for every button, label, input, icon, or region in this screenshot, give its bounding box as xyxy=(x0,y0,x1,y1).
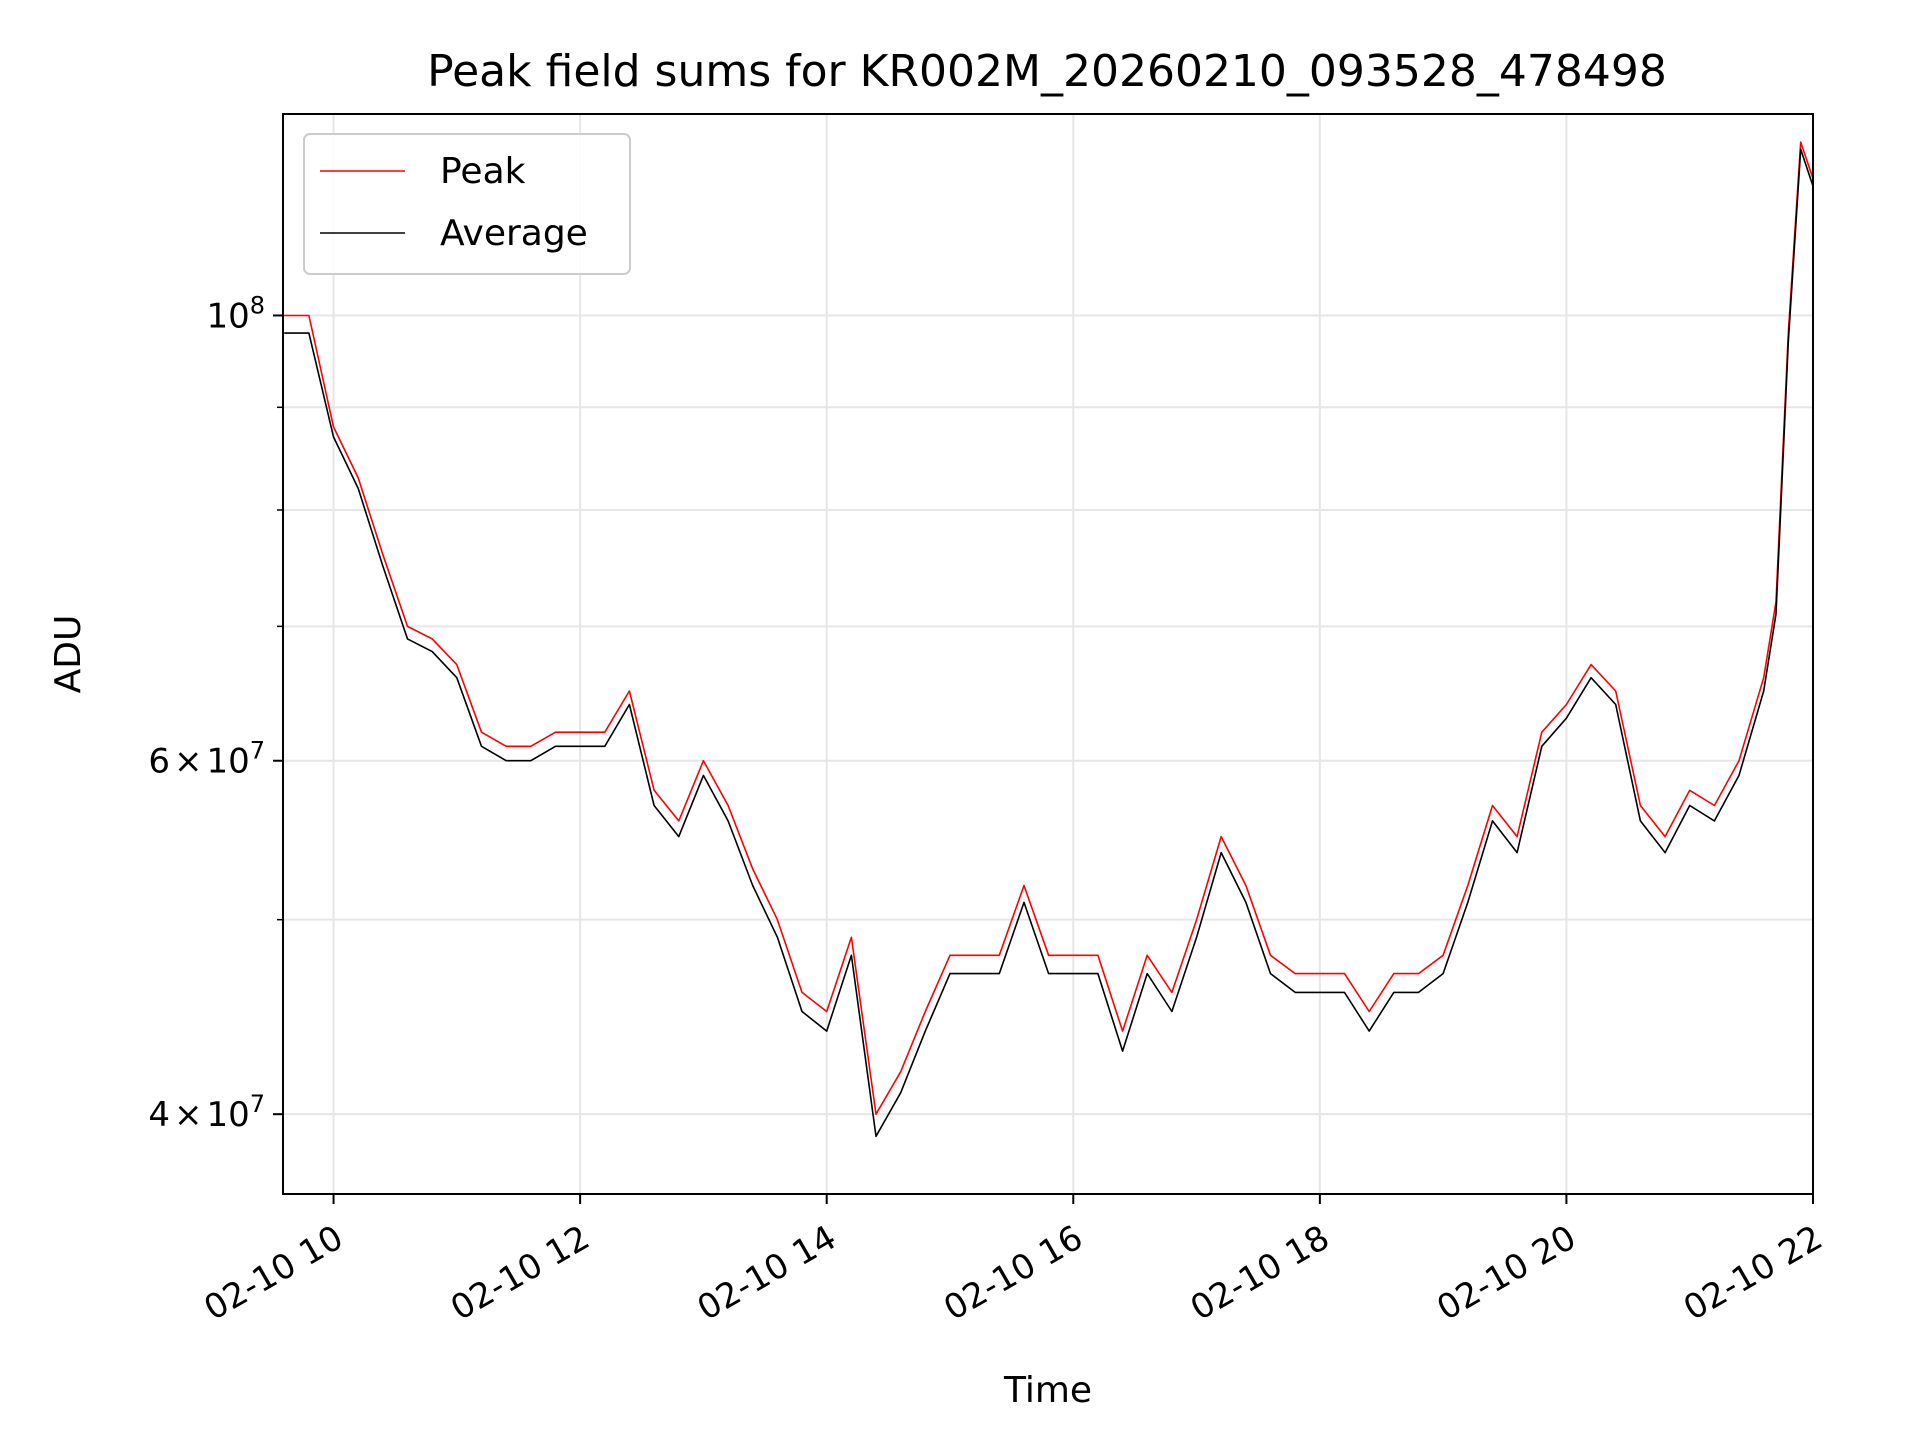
series-line-average xyxy=(284,148,1813,1138)
y-tick-label: 108 xyxy=(206,291,265,336)
chart-title: Peak field sums for KR002M_20260210_0935… xyxy=(427,46,1667,97)
legend-label-peak: Peak xyxy=(440,151,526,192)
series-lines xyxy=(284,141,1813,1138)
legend-label-average: Average xyxy=(440,213,588,254)
plot-frame xyxy=(282,113,1814,1195)
legend-box xyxy=(303,133,631,275)
x-axis-label: Time xyxy=(1003,1370,1092,1411)
gridlines xyxy=(283,114,1814,1194)
y-tick-label: 6 × 107 xyxy=(148,737,265,782)
y-axis-label: ADU xyxy=(48,615,89,694)
legend: Peak Average xyxy=(303,133,631,275)
y-axis: 4 × 107 6 × 107 108 xyxy=(148,291,283,1135)
series-line-peak xyxy=(284,141,1813,1115)
y-tick-label: 4 × 107 xyxy=(148,1090,265,1135)
